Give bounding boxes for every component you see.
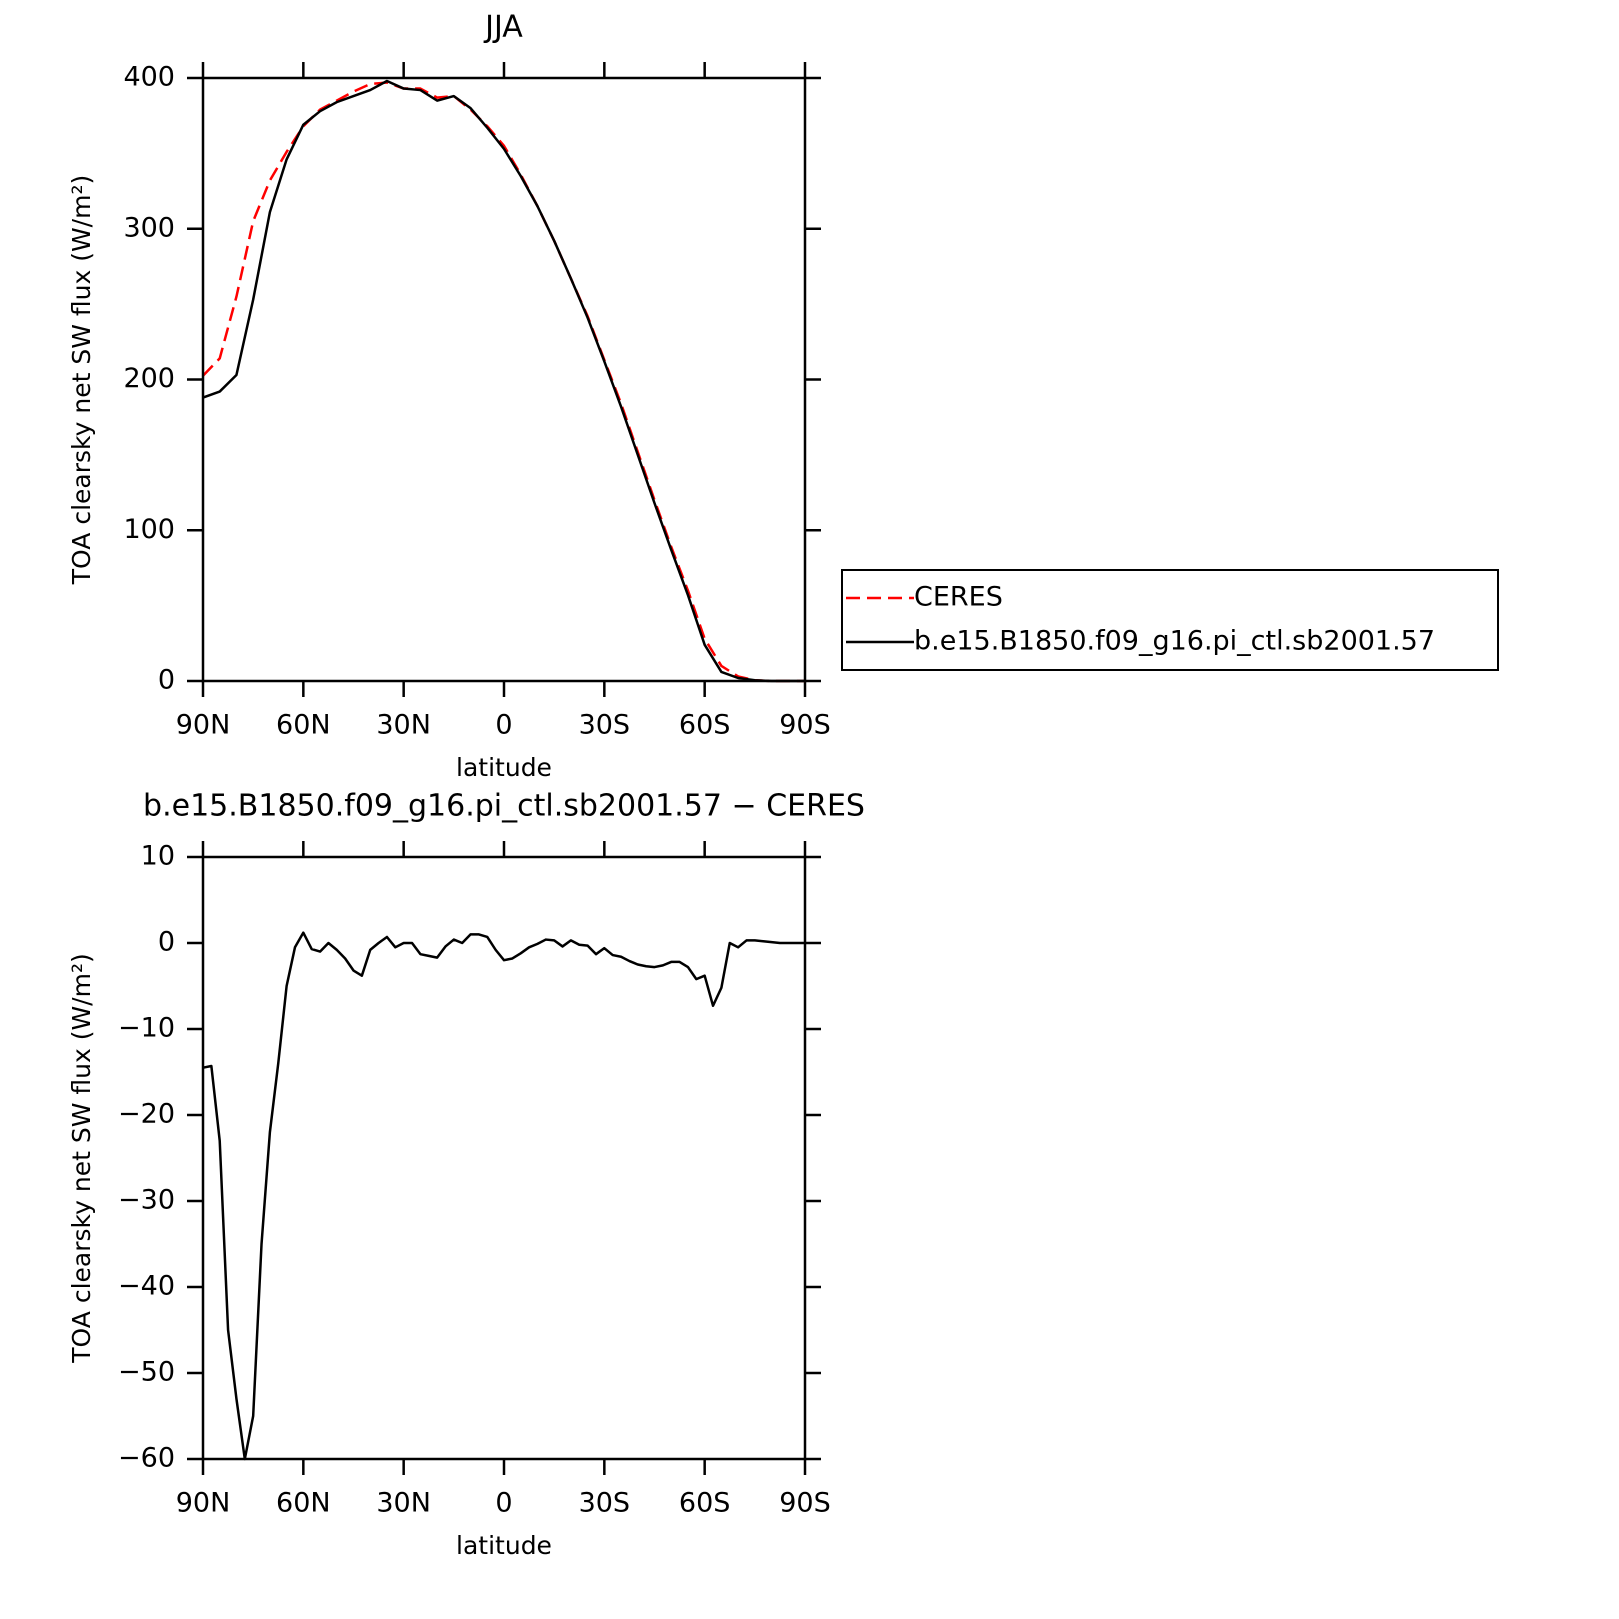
y-tick-label: 10 bbox=[141, 841, 175, 872]
y-tick-label: −20 bbox=[118, 1099, 175, 1130]
x-tick-label: 90N bbox=[176, 710, 231, 741]
y-tick-label: 100 bbox=[123, 514, 175, 545]
x-tick-label: 60N bbox=[276, 710, 331, 741]
y-tick-label: −40 bbox=[118, 1271, 175, 1302]
y-tick-label: 200 bbox=[123, 363, 175, 394]
y-tick-label: 0 bbox=[158, 927, 175, 958]
data-line bbox=[202, 79, 805, 683]
plot-frame bbox=[201, 855, 807, 1461]
y-tick-label: −60 bbox=[118, 1443, 175, 1474]
plot-frame bbox=[201, 76, 807, 683]
y-axis-label: TOA clearsky net SW flux (W/m²) bbox=[67, 953, 96, 1363]
legend-box bbox=[841, 569, 1499, 671]
y-tick-label: −50 bbox=[118, 1357, 175, 1388]
chart-title: JJA bbox=[483, 10, 523, 45]
x-tick-label: 90S bbox=[779, 1488, 831, 1519]
x-tick-label: 60N bbox=[276, 1488, 331, 1519]
data-line bbox=[202, 81, 805, 683]
x-tick-label: 60S bbox=[679, 710, 731, 741]
legend-label: b.e15.B1850.f09_g16.pi_ctl.sb2001.57 bbox=[914, 626, 1435, 657]
legend-label: CERES bbox=[914, 582, 1003, 613]
x-tick-label: 90N bbox=[176, 1488, 231, 1519]
x-tick-label: 30N bbox=[376, 1488, 431, 1519]
x-tick-label: 0 bbox=[495, 710, 512, 741]
data-line bbox=[202, 931, 805, 1461]
y-tick-label: −10 bbox=[118, 1013, 175, 1044]
y-tick-label: 300 bbox=[123, 212, 175, 243]
x-tick-label: 30S bbox=[579, 710, 631, 741]
y-tick-label: 0 bbox=[158, 665, 175, 696]
x-axis-label: latitude bbox=[456, 1531, 552, 1560]
x-tick-label: 90S bbox=[779, 710, 831, 741]
x-tick-label: 60S bbox=[679, 1488, 731, 1519]
x-axis-label: latitude bbox=[456, 753, 552, 782]
x-tick-label: 0 bbox=[495, 1488, 512, 1519]
y-tick-label: −30 bbox=[118, 1185, 175, 1216]
y-axis-label: TOA clearsky net SW flux (W/m²) bbox=[67, 175, 96, 585]
chart-title: b.e15.B1850.f09_g16.pi_ctl.sb2001.57 − C… bbox=[143, 789, 865, 824]
y-tick-label: 400 bbox=[123, 62, 175, 93]
x-tick-label: 30S bbox=[579, 1488, 631, 1519]
x-tick-label: 30N bbox=[376, 710, 431, 741]
